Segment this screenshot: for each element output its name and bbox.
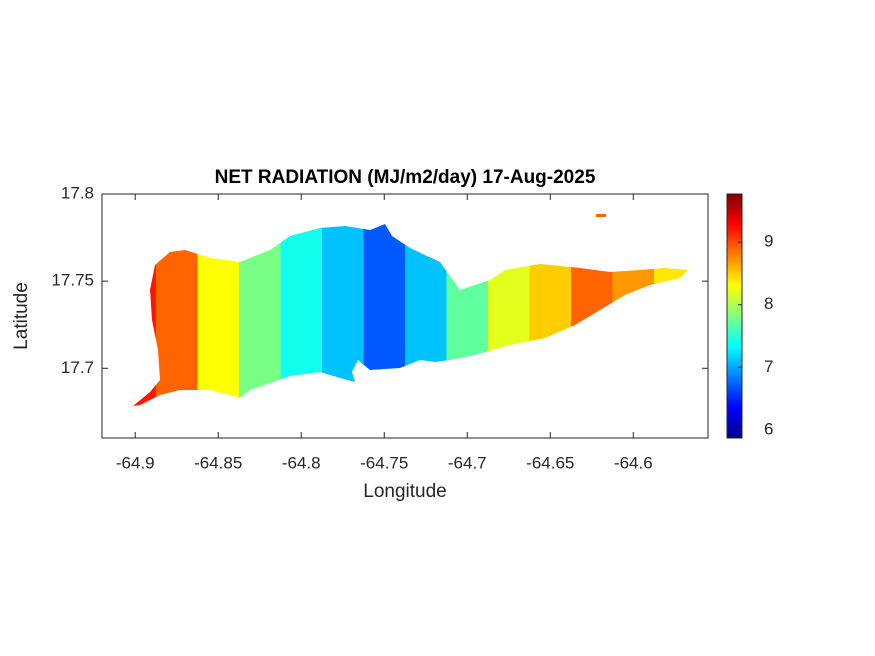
field-strip xyxy=(446,214,489,406)
colorbar-tick-label: 7 xyxy=(764,357,773,376)
x-tick-label: -64.8 xyxy=(282,453,321,472)
field-strip xyxy=(363,214,405,406)
field-strip xyxy=(654,214,688,406)
x-tick-label: -64.9 xyxy=(116,453,155,472)
field-strip xyxy=(321,214,364,406)
x-tick-label: -64.85 xyxy=(194,453,242,472)
x-tick-label: -64.65 xyxy=(526,453,574,472)
y-tick-label: 17.7 xyxy=(61,358,94,377)
field-strip xyxy=(280,214,322,406)
field-strip xyxy=(133,214,156,406)
y-tick-label: 17.75 xyxy=(51,271,94,290)
colorbar-tick-label: 9 xyxy=(764,232,773,251)
field-strip xyxy=(571,214,613,406)
chart-title: NET RADIATION (MJ/m2/day) 17-Aug-2025 xyxy=(215,167,596,188)
axes-box xyxy=(101,193,709,439)
y-axis-label: Latitude xyxy=(11,282,32,350)
field-strip xyxy=(405,214,447,406)
x-tick-label: -64.75 xyxy=(360,453,408,472)
field-strip xyxy=(197,214,239,406)
field-strip xyxy=(155,214,198,406)
field-strip xyxy=(488,214,530,406)
colorbar xyxy=(726,193,743,439)
colorbar-tick-label: 6 xyxy=(764,419,773,438)
field-strip xyxy=(529,214,572,406)
x-axis-label: Longitude xyxy=(363,481,446,502)
y-tick-label: 17.8 xyxy=(61,183,94,202)
x-tick-label: -64.7 xyxy=(448,453,487,472)
x-tick-label: -64.6 xyxy=(614,453,653,472)
field xyxy=(133,214,688,406)
colorbar-tick-label: 8 xyxy=(764,294,773,313)
field-strip xyxy=(612,214,655,406)
field-strip xyxy=(238,214,281,406)
